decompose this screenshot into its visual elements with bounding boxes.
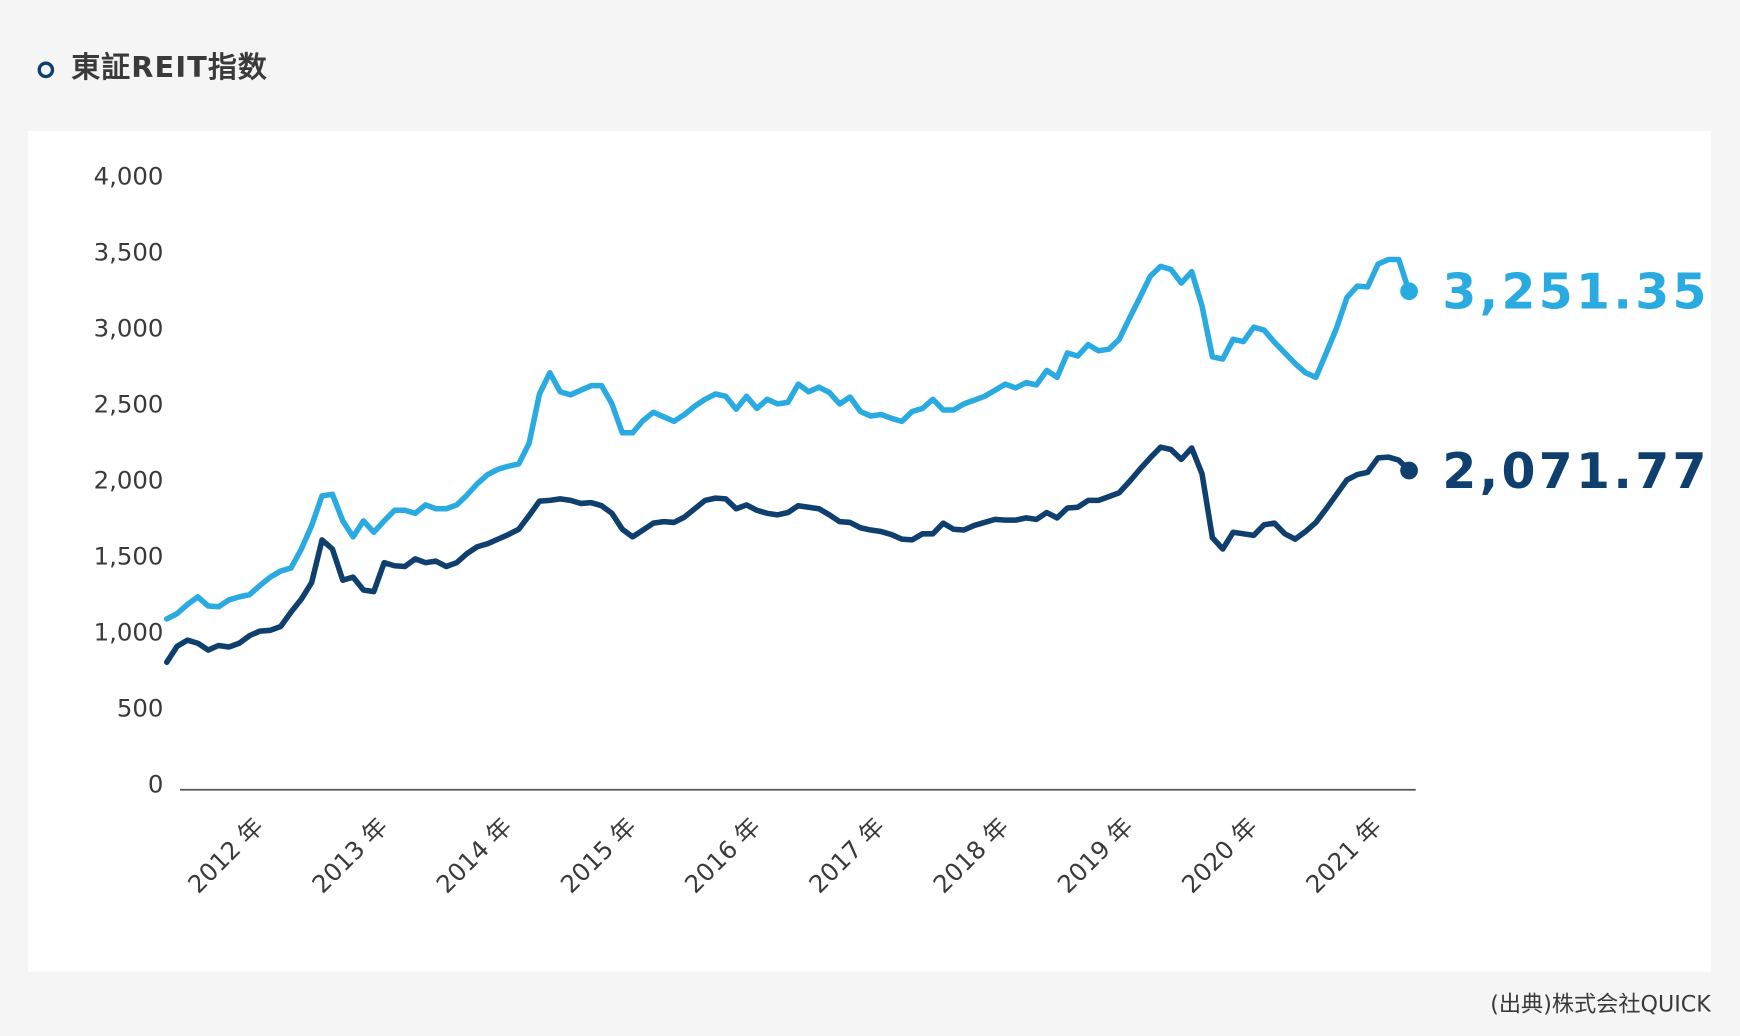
y-tick-label: 4,000 — [94, 161, 164, 190]
series-line — [163, 256, 1412, 622]
source-note: (出典)株式会社QUICK — [1490, 991, 1711, 1017]
y-tick-label: 1,000 — [94, 617, 164, 646]
value-label: 3,251.35 — [1442, 264, 1709, 321]
chart-title: 東証REIT指数 — [71, 50, 267, 84]
end-point — [1400, 461, 1418, 480]
value-label: 2,071.77 — [1442, 443, 1709, 500]
end-point — [1400, 282, 1418, 301]
series-line — [163, 444, 1412, 666]
y-tick-label: 3,500 — [94, 237, 164, 266]
y-tick-label: 0 — [148, 769, 164, 798]
y-tick-label: 2,000 — [94, 465, 164, 494]
plot-panel — [28, 130, 1711, 972]
y-tick-label: 500 — [117, 693, 164, 722]
y-tick-label: 2,500 — [94, 389, 164, 418]
y-tick-label: 1,500 — [94, 541, 164, 570]
y-tick-label: 3,000 — [94, 313, 164, 342]
title-icon — [37, 61, 55, 79]
